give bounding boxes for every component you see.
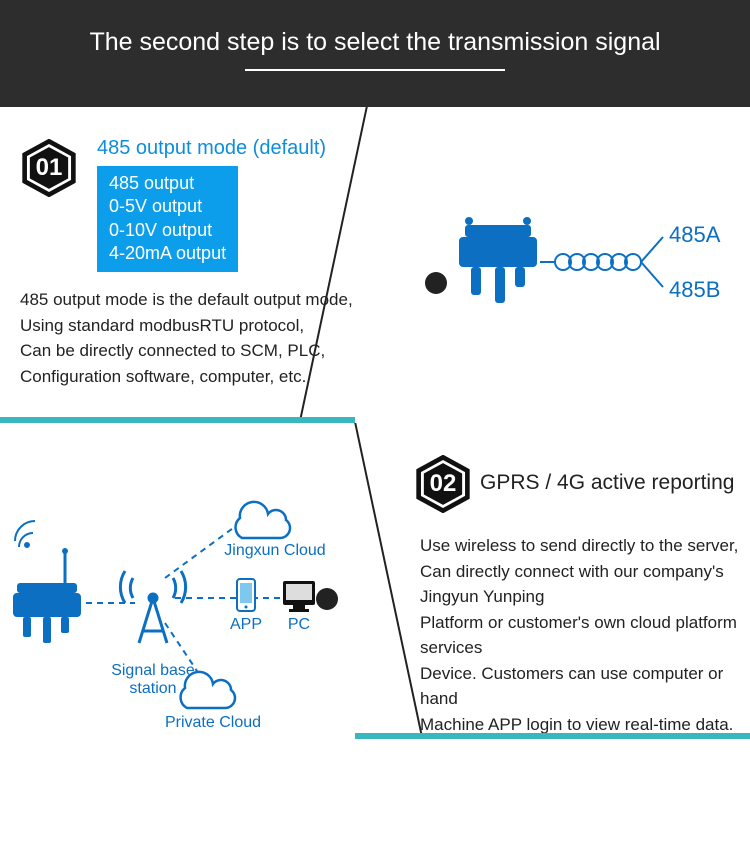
device-485-diagram: 485A 485B: [445, 207, 745, 337]
option-4-20ma: 4-20mA output: [109, 242, 226, 265]
connector-node-1: [425, 272, 447, 294]
step2-description: Use wireless to send directly to the ser…: [420, 533, 740, 733]
step2-title: GPRS / 4G active reporting: [480, 471, 734, 495]
radio-waves-icon: [15, 521, 35, 547]
label-cloud-top: Jingxun Cloud: [224, 542, 325, 559]
step1-description: 485 output mode is the default output mo…: [20, 287, 390, 389]
label-485b: 485B: [669, 277, 720, 302]
label-base-station: Signal base: [111, 662, 195, 679]
step-number: 01: [20, 139, 78, 197]
rs485-coil-icon: [540, 237, 663, 287]
label-base-station-2: station: [129, 680, 176, 697]
pc-monitor-icon: [283, 581, 315, 612]
step-number: 02: [414, 455, 472, 513]
step-badge-02: 02: [414, 455, 472, 513]
sensor-icon: [459, 217, 537, 303]
label-485a: 485A: [669, 222, 721, 247]
gprs-network-diagram: Signal base station Jingxun Cloud Privat…: [5, 483, 335, 733]
step1-panel: 01 485 output mode (default) 485 output …: [0, 107, 750, 417]
page-title: The second step is to select the transmi…: [20, 28, 730, 57]
header-banner: The second step is to select the transmi…: [0, 0, 750, 107]
label-app: APP: [230, 616, 262, 633]
label-pc: PC: [288, 616, 310, 633]
step2-panel: 02 GPRS / 4G active reporting Use wirele…: [0, 423, 750, 733]
option-0-10v: 0-10V output: [109, 219, 226, 242]
step1-title: 485 output mode (default): [97, 137, 326, 160]
cloud-top-icon: [236, 502, 290, 538]
cloud-bottom-icon: [181, 672, 235, 708]
title-underline: [245, 69, 505, 71]
base-station-icon: [120, 571, 185, 643]
wireless-sensor-icon: [13, 548, 81, 643]
output-options-box: 485 output 0-5V output 0-10V output 4-20…: [97, 166, 238, 272]
option-485: 485 output: [109, 172, 226, 195]
phone-app-icon: [237, 579, 255, 611]
step-badge-01: 01: [20, 139, 78, 197]
option-0-5v: 0-5V output: [109, 195, 226, 218]
label-cloud-bottom: Private Cloud: [165, 714, 261, 731]
